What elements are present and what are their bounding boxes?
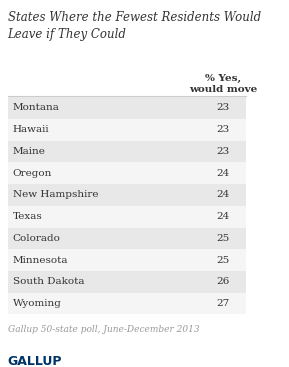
Text: Minnesota: Minnesota [13, 256, 68, 265]
Text: 24: 24 [216, 190, 229, 199]
Text: Texas: Texas [13, 212, 42, 221]
FancyBboxPatch shape [8, 141, 246, 162]
Text: 25: 25 [216, 256, 229, 265]
Text: 23: 23 [216, 125, 229, 134]
Text: 24: 24 [216, 212, 229, 221]
Text: Maine: Maine [13, 147, 46, 156]
Text: % Yes,
would move: % Yes, would move [189, 74, 257, 94]
Text: GALLUP: GALLUP [8, 355, 62, 367]
Text: 25: 25 [216, 234, 229, 243]
Text: 27: 27 [216, 299, 229, 308]
Text: Hawaii: Hawaii [13, 125, 49, 134]
Text: South Dakota: South Dakota [13, 277, 84, 286]
Text: Gallup 50-state poll, June-December 2013: Gallup 50-state poll, June-December 2013 [8, 325, 199, 334]
Text: 24: 24 [216, 169, 229, 178]
Text: 23: 23 [216, 147, 229, 156]
FancyBboxPatch shape [8, 249, 246, 271]
Text: Wyoming: Wyoming [13, 299, 62, 308]
FancyBboxPatch shape [8, 228, 246, 249]
FancyBboxPatch shape [8, 119, 246, 141]
Text: States Where the Fewest Residents Would
Leave if They Could: States Where the Fewest Residents Would … [8, 11, 261, 40]
FancyBboxPatch shape [8, 162, 246, 184]
Text: New Hampshire: New Hampshire [13, 190, 98, 199]
Text: 26: 26 [216, 277, 229, 286]
FancyBboxPatch shape [8, 184, 246, 206]
FancyBboxPatch shape [8, 206, 246, 228]
Text: 23: 23 [216, 103, 229, 113]
Text: Montana: Montana [13, 103, 60, 113]
FancyBboxPatch shape [8, 293, 246, 315]
FancyBboxPatch shape [8, 271, 246, 293]
FancyBboxPatch shape [8, 97, 246, 119]
Text: Colorado: Colorado [13, 234, 60, 243]
Text: Oregon: Oregon [13, 169, 52, 178]
